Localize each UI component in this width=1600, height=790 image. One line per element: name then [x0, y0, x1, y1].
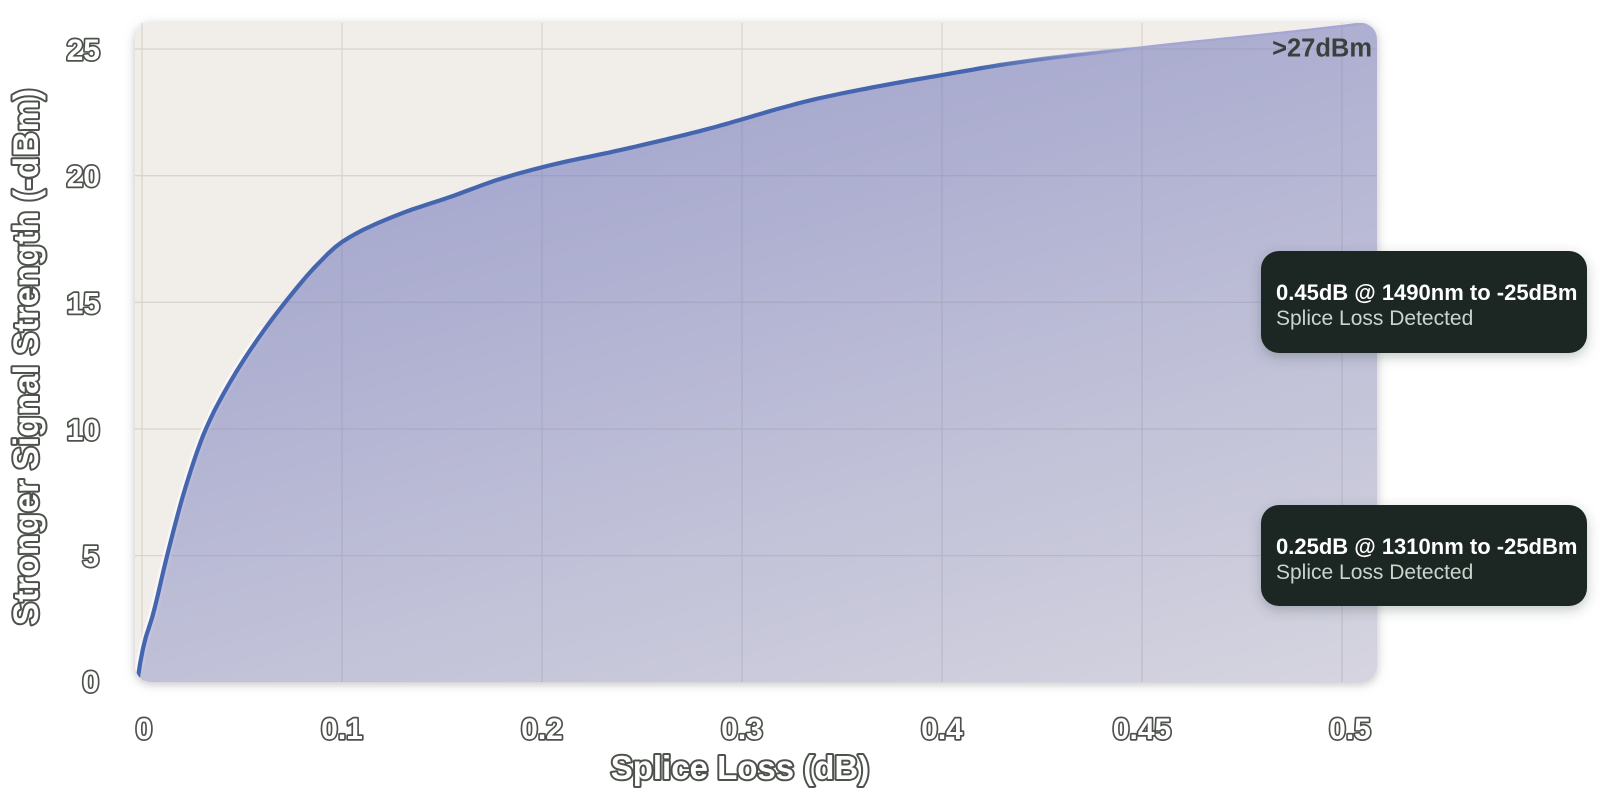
svg-text:0.2: 0.2 — [521, 713, 563, 746]
svg-text:Splice Loss Detected: Splice Loss Detected — [1276, 307, 1473, 330]
svg-text:0.45: 0.45 — [1113, 713, 1171, 746]
svg-text:0.3: 0.3 — [721, 713, 763, 746]
svg-text:Splice Loss (dB): Splice Loss (dB) — [611, 749, 870, 786]
svg-text:25: 25 — [67, 34, 100, 67]
svg-text:0.45dB @ 1490nm to -25dBm: 0.45dB @ 1490nm to -25dBm — [1276, 280, 1577, 305]
svg-text:10: 10 — [67, 414, 100, 447]
svg-text:15: 15 — [67, 287, 100, 320]
svg-text:20: 20 — [67, 161, 100, 194]
svg-text:0.1: 0.1 — [321, 713, 363, 746]
svg-text:5: 5 — [82, 541, 99, 574]
svg-text:0.5: 0.5 — [1329, 713, 1371, 746]
svg-text:0: 0 — [82, 666, 99, 699]
svg-text:Splice Loss Detected: Splice Loss Detected — [1276, 561, 1473, 584]
svg-text:0.4: 0.4 — [921, 713, 963, 746]
svg-text:0.25dB @ 1310nm to -25dBm: 0.25dB @ 1310nm to -25dBm — [1276, 534, 1577, 559]
svg-text:>27dBm: >27dBm — [1272, 35, 1372, 63]
svg-text:0: 0 — [136, 713, 153, 746]
svg-text:Stronger Signal Strength (-dBm: Stronger Signal Strength (-dBm) — [7, 89, 46, 626]
